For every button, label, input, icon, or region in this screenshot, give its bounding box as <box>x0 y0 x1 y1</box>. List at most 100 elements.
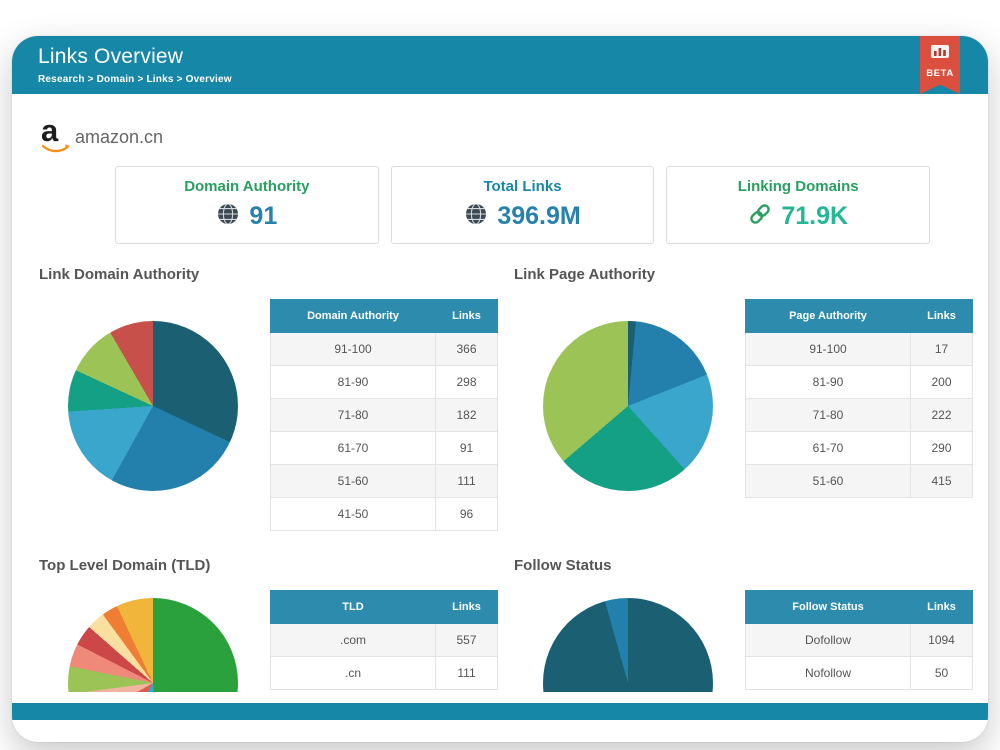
table-header-row: Follow Status Links <box>745 590 973 624</box>
table-row: 51-60 415 <box>745 464 973 498</box>
tld-table: TLD Links .com 557 .cn 111 <box>270 590 498 690</box>
table-cell: 81-90 <box>745 365 911 399</box>
sections-row-2: Top Level Domain (TLD) TLD Links .com 557… <box>35 557 973 692</box>
table-cell: 366 <box>435 332 498 366</box>
table-header-row: TLD Links <box>270 590 498 624</box>
link-page-authority-pie-chart <box>542 321 713 491</box>
stat-value: 396.9M <box>497 202 581 230</box>
stat-value: 91 <box>249 202 278 230</box>
table-cell: 96 <box>435 497 498 531</box>
table-cell: Nofollow <box>745 656 911 690</box>
table-cell: 557 <box>435 623 498 657</box>
section-follow-status: Follow Status Follow Status Links Dofoll… <box>510 557 973 692</box>
table-cell: 111 <box>435 656 498 690</box>
link-page-authority-table: Page Authority Links 91-100 17 81-90 200 71-… <box>745 299 973 498</box>
table-cell: 17 <box>910 332 973 366</box>
table-cell: 222 <box>910 398 973 432</box>
beta-badge-label: BETA <box>926 68 954 79</box>
column-header: Links <box>435 590 498 624</box>
globe-icon <box>464 202 488 231</box>
table-cell: 91-100 <box>745 332 911 366</box>
follow-status-pie-chart <box>542 598 713 692</box>
stat-label: Total Links <box>483 178 562 195</box>
table-cell: 61-70 <box>745 431 911 465</box>
table-cell: 1094 <box>910 623 973 657</box>
table-cell: 81-90 <box>270 365 436 399</box>
table-cell: 298 <box>435 365 498 399</box>
table-row: .cn 111 <box>270 656 498 690</box>
domain-authority-card: Domain Authority 91 <box>115 166 379 244</box>
bar-chart-icon <box>931 45 949 63</box>
section-title: Link Domain Authority <box>39 266 200 283</box>
column-header: Links <box>435 299 498 333</box>
section-tld: Top Level Domain (TLD) TLD Links .com 557… <box>35 557 498 692</box>
table-cell: 415 <box>910 464 973 498</box>
app-header: Links Overview Research > Domain > Links… <box>12 36 988 94</box>
column-header: Domain Authority <box>270 299 436 333</box>
site-row: a amazon.cn <box>41 113 960 153</box>
link-icon <box>748 202 772 231</box>
table-row: .com 557 <box>270 623 498 657</box>
table-cell: 51-60 <box>745 464 911 498</box>
sections-row-1: Link Domain Authority Domain Authority L… <box>35 266 973 531</box>
main-content: a amazon.cn Domain Authority <box>12 94 988 692</box>
table-cell: 91-100 <box>270 332 436 366</box>
table-row: 81-90 298 <box>270 365 498 399</box>
section-title: Link Page Authority <box>514 266 656 283</box>
table-cell: 182 <box>435 398 498 432</box>
amazon-logo-icon: a <box>41 113 70 153</box>
table-row: 71-80 222 <box>745 398 973 432</box>
table-cell: 200 <box>910 365 973 399</box>
table-cell: .cn <box>270 656 436 690</box>
table-cell: 111 <box>435 464 498 498</box>
table-cell: 41-50 <box>270 497 436 531</box>
table-cell: 61-70 <box>270 431 436 465</box>
table-row: 51-60 111 <box>270 464 498 498</box>
table-cell: .com <box>270 623 436 657</box>
stat-value: 71.9K <box>781 202 849 230</box>
stat-label: Domain Authority <box>184 178 310 195</box>
stat-label: Linking Domains <box>737 178 859 195</box>
link-domain-authority-table: Domain Authority Links 91-100 366 81-90 298… <box>270 299 498 531</box>
section-title: Top Level Domain (TLD) <box>39 557 211 574</box>
table-cell: 71-80 <box>745 398 911 432</box>
linking-domains-card: Linking Domains 71.9K <box>666 166 931 244</box>
column-header: Follow Status <box>745 590 911 624</box>
table-cell: 290 <box>910 431 973 465</box>
table-cell: 71-80 <box>270 398 436 432</box>
app-window: Links Overview Research > Domain > Links… <box>12 36 988 742</box>
table-row: Nofollow 50 <box>745 656 973 690</box>
table-row: 91-100 366 <box>270 332 498 366</box>
table-cell: 51-60 <box>270 464 436 498</box>
table-row: 91-100 17 <box>745 332 973 366</box>
table-row: 81-90 200 <box>745 365 973 399</box>
globe-icon <box>216 202 240 231</box>
table-row: Dofollow 1094 <box>745 623 973 657</box>
page-title: Links Overview <box>38 45 184 68</box>
link-domain-authority-pie-chart <box>67 321 238 491</box>
table-cell: 91 <box>435 431 498 465</box>
site-domain: amazon.cn <box>75 127 164 147</box>
beta-ribbon: BETA <box>920 36 960 94</box>
table-row: 61-70 91 <box>270 431 498 465</box>
stat-cards-row: Domain Authority 91 Tot <box>115 166 931 244</box>
footer-bar <box>12 703 988 720</box>
section-link-page-authority: Link Page Authority Page Authority Links… <box>510 266 973 531</box>
table-cell: Dofollow <box>745 623 911 657</box>
column-header: Links <box>910 299 973 333</box>
table-row: 41-50 96 <box>270 497 498 531</box>
tld-pie-chart <box>67 598 238 692</box>
table-header-row: Page Authority Links <box>745 299 973 333</box>
section-link-domain-authority: Link Domain Authority Domain Authority L… <box>35 266 498 531</box>
column-header: Links <box>910 590 973 624</box>
table-row: 61-70 290 <box>745 431 973 465</box>
follow-status-table: Follow Status Links Dofollow 1094 Nofollow… <box>745 590 973 690</box>
column-header: Page Authority <box>745 299 911 333</box>
table-cell: 50 <box>910 656 973 690</box>
total-links-card: Total Links 396.9M <box>390 166 655 244</box>
breadcrumb[interactable]: Research > Domain > Links > Overview <box>38 74 232 85</box>
table-header-row: Domain Authority Links <box>270 299 498 333</box>
table-row: 71-80 182 <box>270 398 498 432</box>
section-title: Follow Status <box>514 557 612 574</box>
column-header: TLD <box>270 590 436 624</box>
